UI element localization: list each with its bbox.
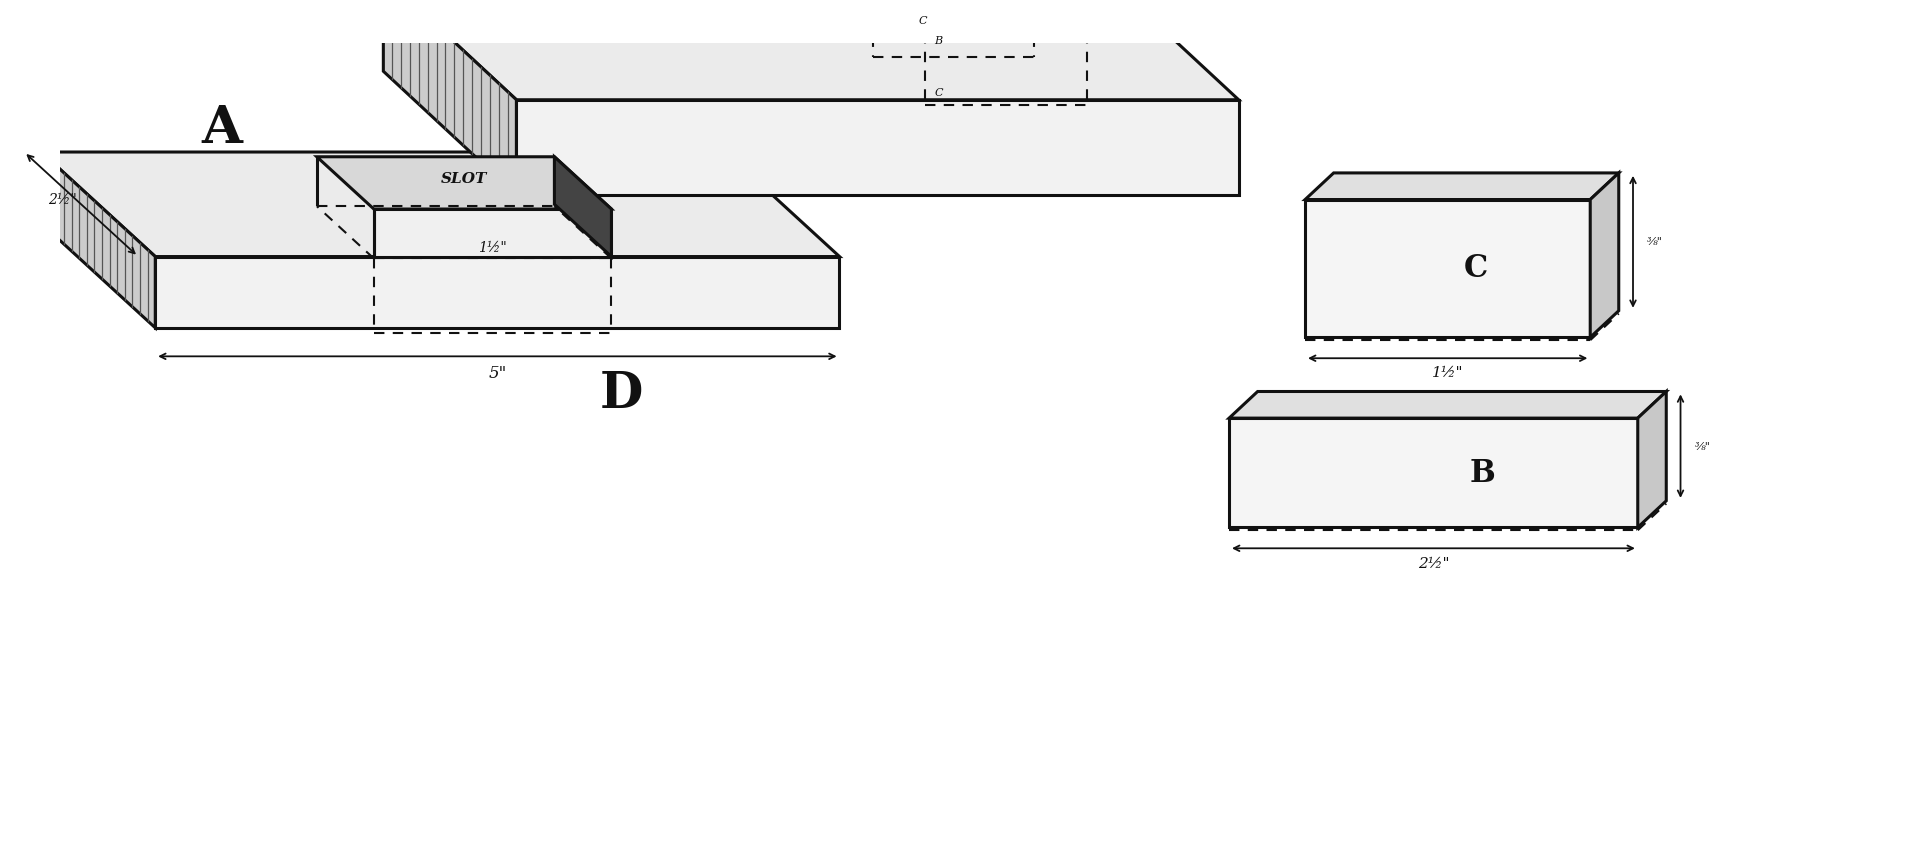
Text: C: C	[1463, 254, 1488, 285]
Text: D: D	[599, 370, 641, 419]
Polygon shape	[900, 0, 1119, 7]
Text: ⅜": ⅜"	[1646, 237, 1662, 248]
Polygon shape	[373, 209, 611, 256]
Polygon shape	[1304, 200, 1590, 337]
Text: B: B	[920, 0, 927, 1]
Polygon shape	[1590, 173, 1617, 337]
Polygon shape	[1229, 391, 1665, 418]
Polygon shape	[910, 10, 1099, 31]
Text: SLOT: SLOT	[440, 172, 487, 186]
Polygon shape	[1047, 0, 1099, 31]
Text: B: B	[1468, 458, 1495, 488]
Text: C: C	[933, 88, 943, 98]
Polygon shape	[1304, 173, 1617, 200]
Polygon shape	[554, 157, 611, 256]
Text: A: A	[201, 102, 242, 154]
Text: 1½": 1½"	[1432, 366, 1463, 380]
Text: ⅜": ⅜"	[1694, 442, 1710, 452]
Text: 1½": 1½"	[477, 241, 506, 255]
Text: B: B	[933, 36, 943, 46]
Text: 2½": 2½"	[1416, 556, 1449, 570]
Polygon shape	[1229, 418, 1636, 527]
Polygon shape	[383, 0, 1238, 100]
Text: C: C	[918, 15, 925, 26]
Polygon shape	[383, 0, 516, 194]
Text: 5": 5"	[489, 365, 506, 382]
Text: 2½": 2½"	[48, 193, 77, 206]
Polygon shape	[1636, 391, 1665, 527]
Polygon shape	[1066, 0, 1119, 7]
Polygon shape	[41, 152, 155, 328]
Polygon shape	[858, 0, 1099, 10]
Polygon shape	[155, 256, 838, 328]
Polygon shape	[516, 100, 1238, 194]
Polygon shape	[41, 152, 838, 256]
Polygon shape	[317, 157, 611, 209]
